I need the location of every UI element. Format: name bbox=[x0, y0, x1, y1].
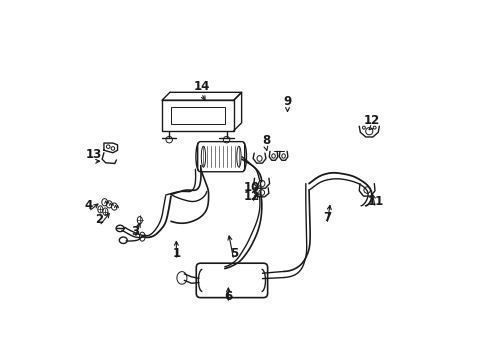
Text: 6: 6 bbox=[224, 290, 232, 303]
Text: 8: 8 bbox=[262, 134, 269, 147]
Text: 3: 3 bbox=[131, 225, 139, 238]
Text: 2: 2 bbox=[95, 213, 103, 226]
Bar bbox=[171, 107, 224, 124]
Text: 4: 4 bbox=[84, 199, 92, 212]
Text: 9: 9 bbox=[283, 95, 291, 108]
Text: 12: 12 bbox=[243, 190, 259, 203]
Text: 14: 14 bbox=[193, 80, 209, 93]
Text: 7: 7 bbox=[322, 211, 330, 224]
Text: 1: 1 bbox=[172, 247, 180, 260]
Text: 10: 10 bbox=[243, 181, 259, 194]
Text: 5: 5 bbox=[229, 247, 237, 260]
Text: 13: 13 bbox=[85, 148, 102, 161]
Text: 11: 11 bbox=[366, 195, 383, 208]
Text: 12: 12 bbox=[363, 114, 379, 127]
Bar bbox=[162, 100, 233, 131]
